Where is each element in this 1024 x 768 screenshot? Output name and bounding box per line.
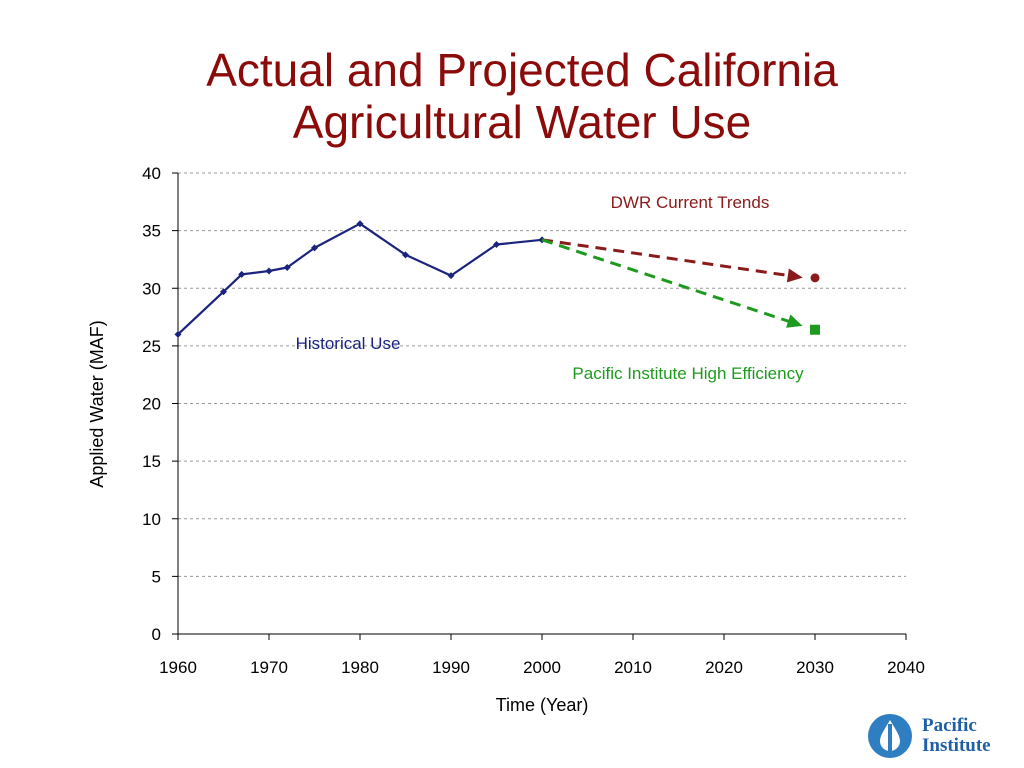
- data-point: [493, 240, 500, 248]
- endpoint-marker: [810, 324, 820, 335]
- y-tick-label: 20: [142, 395, 161, 414]
- x-tick-label: 1980: [341, 658, 379, 677]
- annotation-pacific-institute-high-efficiency: Pacific Institute High Efficiency: [572, 364, 804, 383]
- endpoint-marker: [810, 273, 820, 283]
- x-tick-label: 2030: [796, 658, 834, 677]
- series-line-0: [177, 222, 543, 336]
- data-point: [238, 270, 246, 278]
- logo-text: Pacific Institute: [922, 716, 991, 756]
- y-tick-label: 30: [142, 279, 161, 298]
- x-tick-label: 2010: [614, 658, 652, 677]
- y-tick-label: 40: [142, 164, 161, 183]
- slide-title: Actual and Projected California Agricult…: [0, 44, 1024, 148]
- data-point: [283, 264, 291, 272]
- series-line-2: [541, 238, 798, 326]
- annotation-historical-use: Historical Use: [296, 334, 401, 353]
- y-tick-label: 5: [152, 567, 161, 586]
- x-tick-label: 2020: [705, 658, 743, 677]
- x-axis-title: Time (Year): [496, 695, 589, 715]
- data-point: [356, 220, 364, 228]
- title-line-2: Agricultural Water Use: [292, 96, 752, 148]
- logo-line-2: Institute: [922, 735, 991, 756]
- y-tick-label: 25: [142, 337, 161, 356]
- labels-layer: 0 5 10 15 20 25 30 35 40 1960 1970 1980 1990 2000 2010…: [142, 164, 925, 677]
- series-layer: [174, 220, 820, 338]
- x-tick-label: 2040: [887, 658, 925, 677]
- arrowhead-2: [786, 314, 803, 328]
- y-tick-label: 0: [152, 625, 161, 644]
- title-line-1: Actual and Projected California: [206, 44, 838, 96]
- data-point: [265, 267, 273, 275]
- y-axis-title: Applied Water (MAF): [87, 320, 107, 487]
- data-point: [311, 244, 318, 252]
- data-point: [447, 272, 455, 280]
- y-tick-label: 15: [142, 452, 161, 471]
- x-tick-label: 1970: [250, 658, 288, 677]
- data-point: [220, 288, 227, 296]
- series-line-1: [541, 238, 798, 279]
- grid-layer: [178, 172, 906, 577]
- water-drop-icon: [868, 714, 912, 758]
- data-point: [174, 330, 182, 338]
- data-point: [402, 251, 409, 259]
- x-tick-label: 1990: [432, 658, 470, 677]
- axes-layer: [172, 172, 907, 640]
- x-tick-label: 2000: [523, 658, 561, 677]
- y-tick-label: 35: [142, 222, 161, 241]
- logo-line-1: Pacific: [922, 715, 977, 736]
- x-tick-label: 1960: [159, 658, 197, 677]
- annotation-dwr-current-trends: DWR Current Trends: [611, 193, 770, 212]
- y-tick-label: 10: [142, 510, 161, 529]
- pacific-institute-logo: Pacific Institute: [866, 712, 1016, 762]
- arrowhead-1: [786, 268, 803, 283]
